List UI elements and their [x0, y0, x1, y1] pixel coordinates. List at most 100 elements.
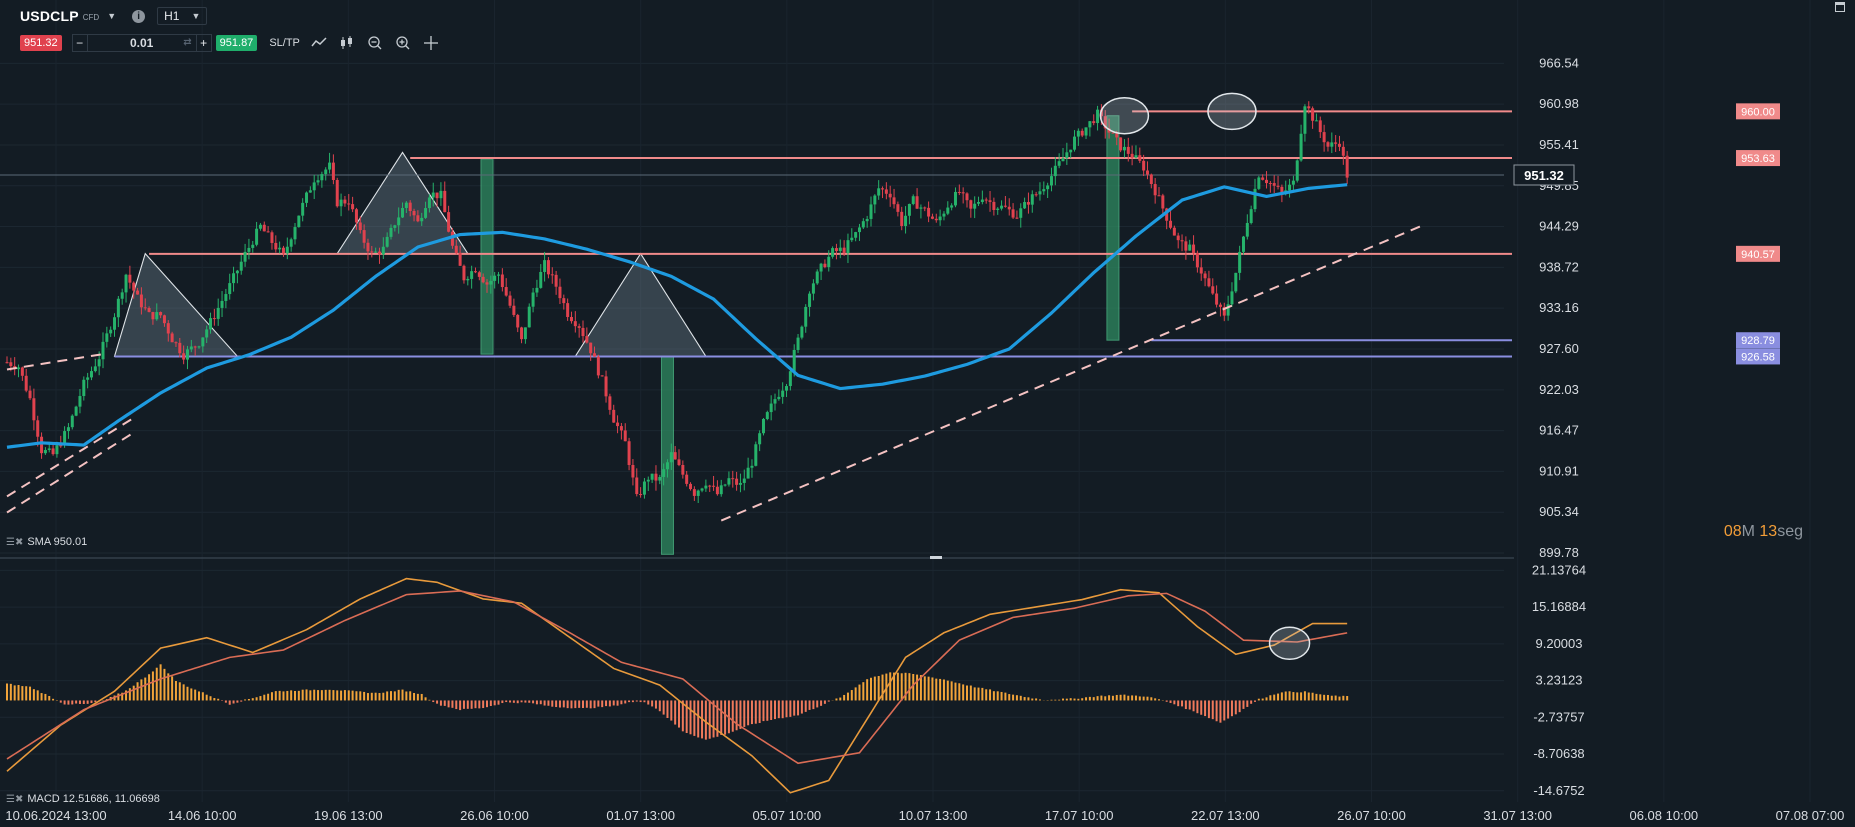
candle-body — [854, 232, 858, 238]
candle — [132, 281, 136, 299]
candle — [1245, 214, 1249, 240]
time-tick-label: 10.06.2024 13:00 — [5, 808, 106, 823]
info-icon[interactable]: i — [132, 9, 146, 23]
candle-body — [1073, 136, 1077, 150]
candle-body — [700, 488, 704, 491]
chart-type-icon[interactable] — [338, 35, 356, 51]
candle — [78, 389, 82, 414]
candle — [1307, 101, 1311, 114]
candle-body — [1180, 240, 1184, 242]
timer-seconds: 13 — [1759, 523, 1778, 540]
maximize-window-icon[interactable] — [1835, 2, 1845, 12]
timeframe-select[interactable]: H1 ▼ — [157, 7, 208, 25]
candle — [1218, 302, 1222, 317]
candle — [1076, 128, 1080, 146]
symbol-chevron-down-icon[interactable]: ▼ — [107, 11, 117, 21]
candle-body — [1265, 179, 1269, 184]
candle — [1318, 116, 1322, 138]
candle — [1069, 149, 1073, 159]
candle-body — [427, 197, 431, 209]
candle — [1088, 120, 1092, 137]
candle-body — [566, 303, 570, 317]
time-axis[interactable]: 10.06.2024 13:00 14.06 10:00 19.06 13:00 26… — [5, 808, 1844, 823]
candle — [470, 265, 474, 289]
candle-body — [911, 196, 915, 204]
symbol-name[interactable]: USDCLP — [20, 8, 79, 24]
candle-body — [17, 367, 21, 370]
sma-label-text: SMA 950.01 — [27, 536, 88, 548]
candle — [416, 210, 420, 223]
candle-body — [1303, 106, 1307, 134]
quantity-minus-button[interactable]: − — [76, 36, 84, 50]
candle-body — [458, 252, 462, 266]
macd-axis[interactable]: 21.13764 15.16884 9.20003 3.23123 -2.73757 -8… — [1532, 562, 1586, 797]
candle — [781, 382, 785, 404]
zoom-in-icon[interactable] — [394, 35, 412, 51]
candle — [650, 473, 654, 483]
candle — [28, 385, 32, 401]
buy-price-button[interactable]: 951.87 — [215, 35, 258, 51]
zoom-out-icon[interactable] — [366, 35, 384, 51]
candle-body — [1199, 267, 1203, 274]
candle — [335, 177, 339, 208]
candle-body — [1111, 132, 1115, 134]
candle — [293, 222, 297, 245]
candle-body — [593, 353, 597, 357]
candle — [765, 410, 769, 421]
chart-annotations-front — [6, 92, 1421, 522]
candle-body — [251, 244, 255, 248]
candle — [370, 245, 374, 258]
quantity-plus-button[interactable]: + — [200, 36, 208, 50]
candle — [266, 226, 270, 233]
candle-body — [447, 212, 451, 232]
candle-body — [1276, 185, 1280, 187]
indicator-settings-icon[interactable]: ☰✖ — [6, 536, 24, 548]
candle-body — [485, 282, 489, 285]
trendline — [720, 225, 1421, 522]
candle — [520, 326, 524, 344]
candle — [74, 405, 78, 417]
candle — [385, 232, 389, 248]
candle — [1322, 124, 1326, 152]
candle — [1234, 272, 1238, 294]
sma-indicator-label[interactable]: ☰✖ SMA 950.01 — [6, 536, 87, 548]
macd-indicator-label[interactable]: ☰✖ MACD 12.51686, 11.06698 — [6, 793, 160, 805]
candle-body — [1157, 195, 1161, 197]
candle — [247, 238, 251, 260]
sltp-button[interactable]: SL/TP — [269, 37, 300, 49]
candle-body — [466, 278, 470, 281]
candle-body — [977, 202, 981, 204]
candle-body — [1115, 133, 1119, 138]
candle-body — [569, 316, 573, 322]
quantity-input[interactable]: 0.01 ⇄ — [86, 35, 197, 51]
candle-body — [389, 227, 393, 237]
candle — [1341, 141, 1345, 165]
candle-body — [681, 464, 685, 475]
trendline — [6, 431, 135, 514]
candle — [178, 337, 182, 358]
price-axis[interactable]: 966.54960.98955.41949.85944.29938.72933.… — [1513, 55, 1780, 560]
candle-body — [24, 375, 28, 391]
candle-body — [1126, 146, 1130, 154]
candle-body — [408, 202, 412, 211]
crosshair-icon[interactable] — [422, 35, 440, 51]
candle-body — [1023, 202, 1027, 209]
candle-body — [128, 274, 132, 283]
candle-body — [1138, 155, 1142, 161]
sma-line-path — [6, 183, 1348, 449]
candle — [696, 489, 700, 503]
candle — [1057, 153, 1061, 169]
candle — [239, 255, 243, 275]
sell-price-button[interactable]: 951.32 — [20, 35, 62, 51]
candle — [1311, 106, 1315, 129]
candle-body — [401, 208, 405, 218]
candle-body — [1238, 251, 1242, 273]
candle — [193, 345, 197, 356]
draw-line-icon[interactable] — [310, 35, 328, 51]
candle — [589, 342, 593, 361]
candle-body — [1311, 108, 1315, 121]
candle-body — [301, 202, 305, 216]
candle-body — [32, 398, 36, 421]
macd-settings-icon[interactable]: ☰✖ — [6, 793, 24, 805]
